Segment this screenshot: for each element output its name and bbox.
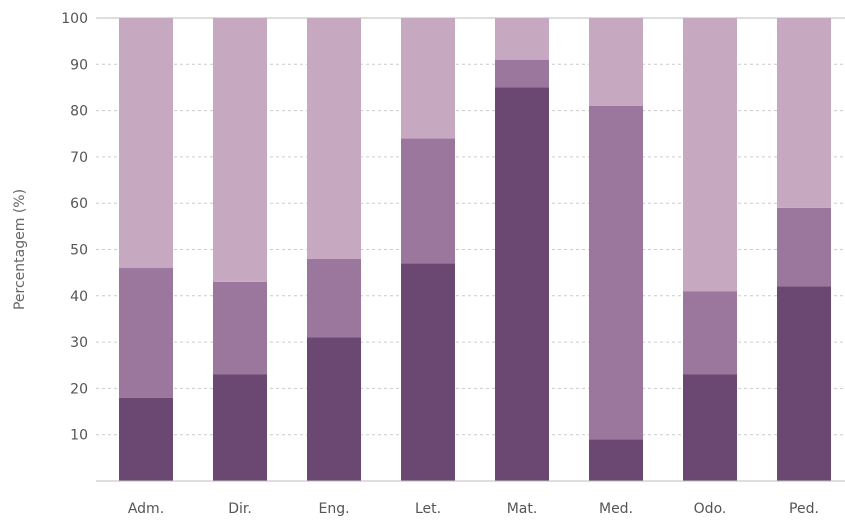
y-tick-label: 80	[70, 104, 88, 120]
bar-segment	[307, 337, 361, 481]
bar-segment	[401, 263, 455, 481]
bar-segment	[213, 18, 267, 282]
bar-segment	[777, 18, 831, 208]
bar-segment	[307, 18, 361, 259]
bar-segment	[119, 18, 173, 269]
bars	[119, 18, 831, 481]
bar-segment	[589, 105, 643, 440]
bar-segment	[495, 59, 549, 88]
bar-segment	[213, 374, 267, 481]
bar-segment	[589, 439, 643, 481]
y-tick-label: 10	[70, 428, 88, 444]
y-tick-label: 60	[70, 196, 88, 212]
y-tick-label: 100	[61, 11, 88, 27]
x-tick-label: Adm.	[128, 501, 164, 517]
x-tick-label: Dir.	[228, 501, 252, 517]
bar-segment	[495, 18, 549, 60]
bar-segment	[213, 281, 267, 375]
x-tick-label: Ped.	[789, 501, 819, 517]
y-tick-label: 70	[70, 150, 88, 166]
bar-segment	[777, 207, 831, 287]
y-tick-labels: 10 20 30 40 50 60 70 80 90 100	[61, 11, 88, 444]
bar-segment	[307, 258, 361, 338]
bar-segment	[683, 18, 737, 292]
x-tick-label: Eng.	[318, 501, 349, 517]
bar-segment	[683, 291, 737, 375]
y-tick-label: 40	[70, 289, 88, 305]
y-tick-label: 30	[70, 335, 88, 351]
bar-segment	[777, 286, 831, 481]
y-tick-label: 50	[70, 243, 88, 259]
bar-segment	[119, 397, 173, 481]
bar-segment	[683, 374, 737, 481]
x-tick-label: Let.	[415, 501, 441, 517]
bar-segment	[589, 18, 643, 106]
bar-segment	[401, 18, 455, 139]
bar-segment	[495, 87, 549, 481]
bar-segment	[401, 138, 455, 264]
x-tick-label: Odo.	[694, 501, 727, 517]
y-axis-title: Percentagem (%)	[12, 189, 28, 310]
y-tick-label: 20	[70, 381, 88, 397]
x-tick-labels: Adm. Dir. Eng. Let. Mat. Med. Odo. Ped.	[128, 501, 819, 517]
bar-segment	[119, 268, 173, 398]
y-tick-label: 90	[70, 57, 88, 73]
x-tick-label: Mat.	[507, 501, 538, 517]
x-tick-label: Med.	[599, 501, 633, 517]
